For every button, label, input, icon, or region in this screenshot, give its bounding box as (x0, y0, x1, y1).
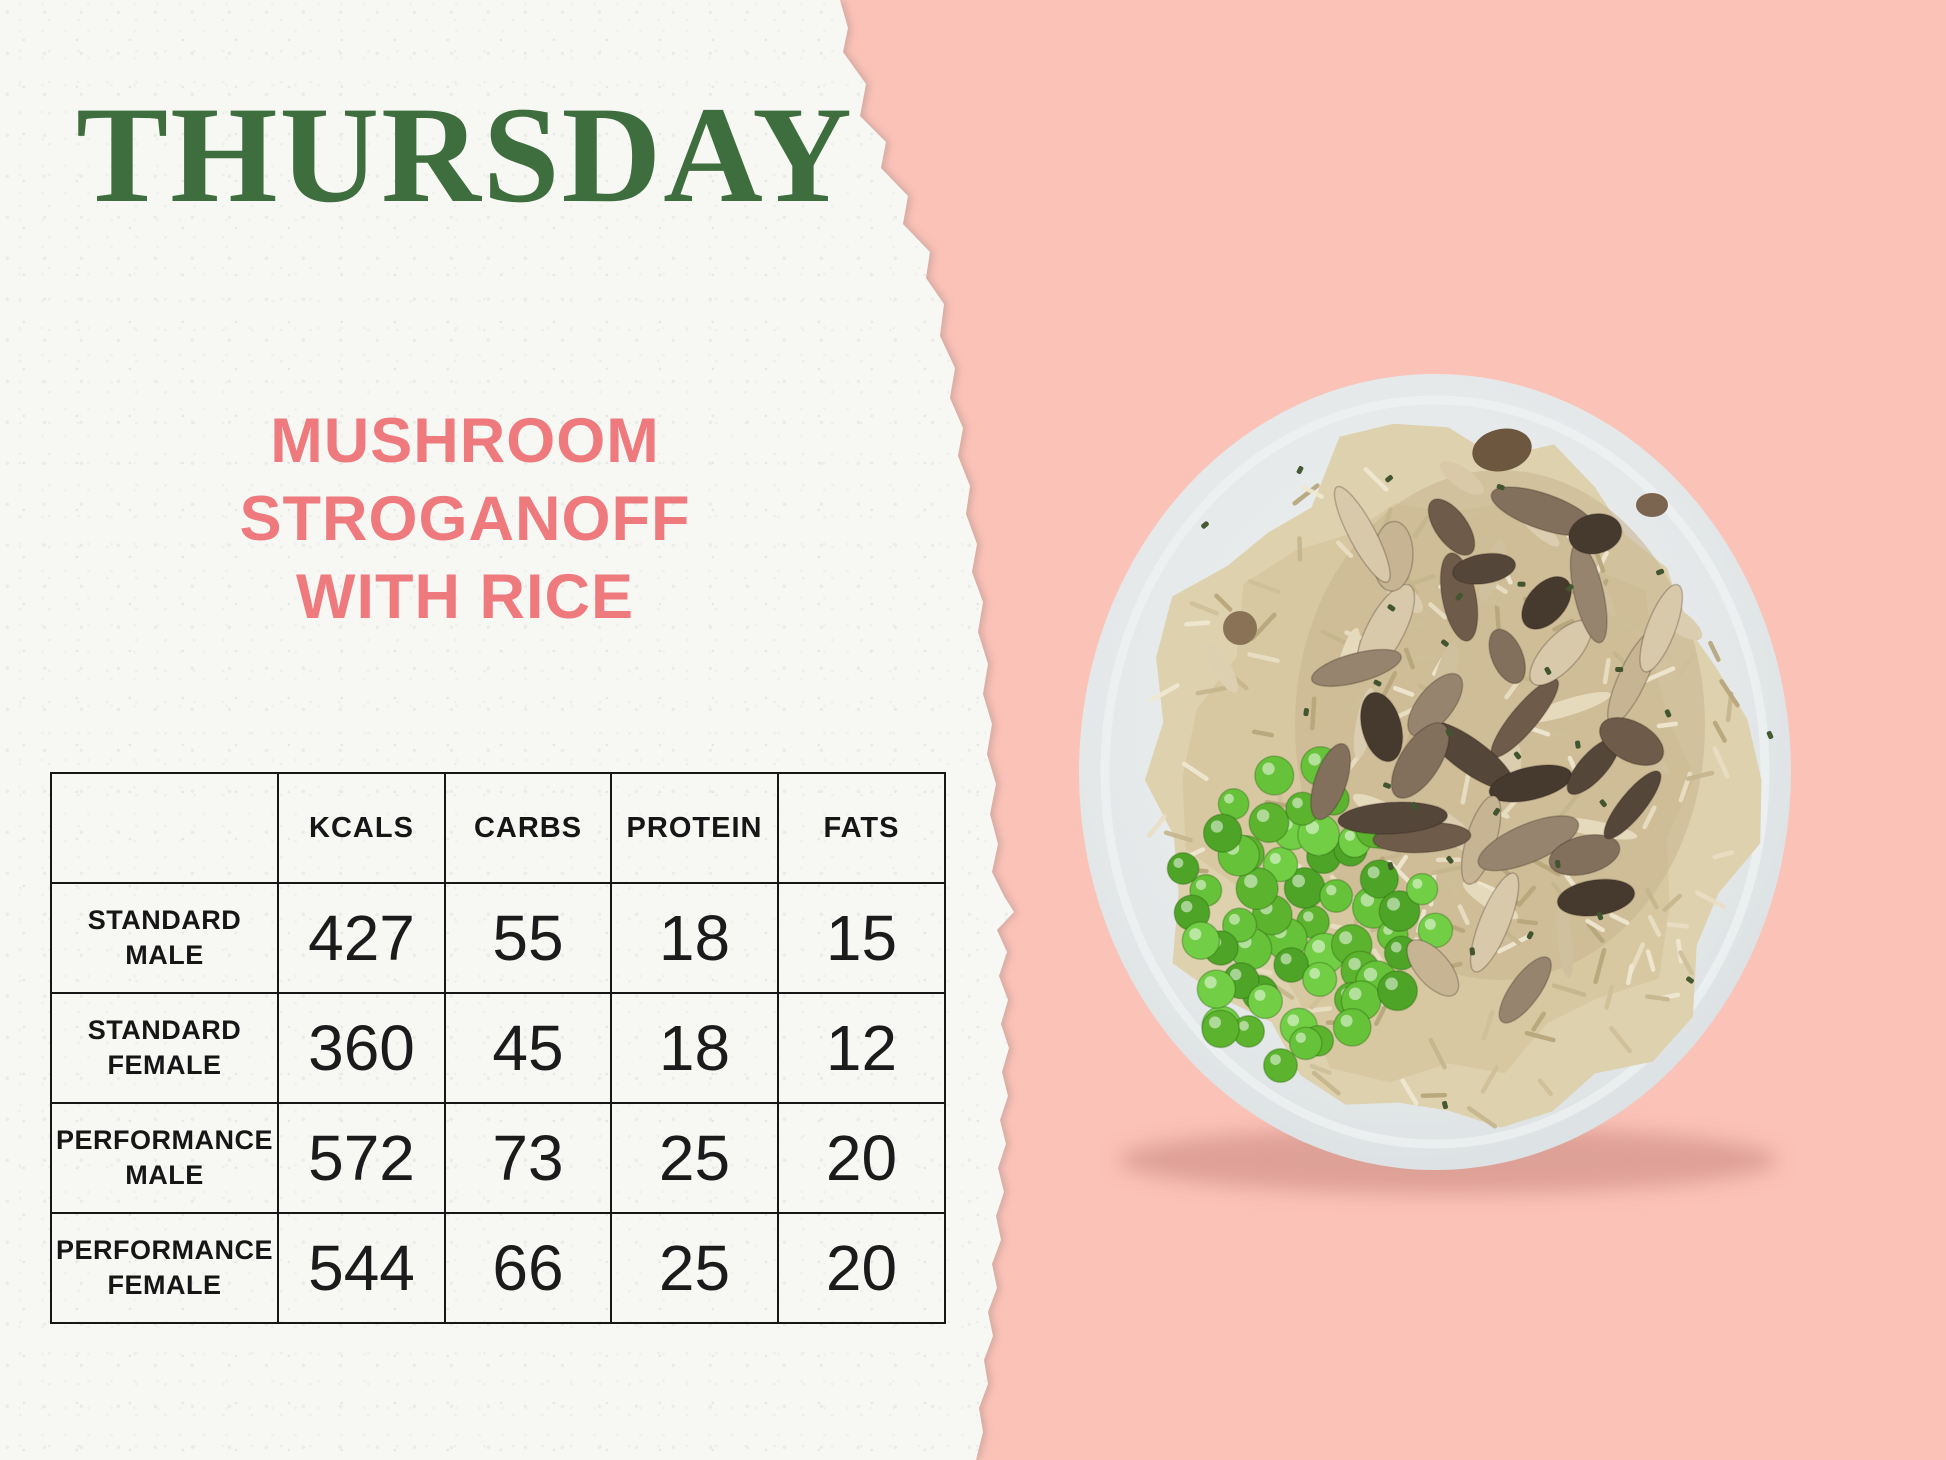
table-header-kcals: KCALS (277, 774, 444, 882)
table-cell: 360 (277, 992, 444, 1102)
nutrition-table: KCALS CARBS PROTEIN FATS STANDARD MALE 4… (50, 772, 946, 1324)
table-cell: 572 (277, 1102, 444, 1212)
table-cell: 18 (610, 992, 777, 1102)
table-cell: 427 (277, 882, 444, 992)
table-corner-cell (52, 774, 277, 882)
table-row-label: STANDARD MALE (52, 882, 277, 992)
table-cell: 25 (610, 1102, 777, 1212)
peas (1166, 746, 1454, 1084)
rice (1144, 423, 1762, 1129)
table-cell: 20 (777, 1102, 944, 1212)
table-cell: 15 (777, 882, 944, 992)
plate (1079, 374, 1791, 1170)
plate-rim-highlight (1100, 395, 1770, 1149)
table-cell: 25 (610, 1212, 777, 1322)
table-header-fats: FATS (777, 774, 944, 882)
table-row-label: PERFORMANCE MALE (52, 1102, 277, 1212)
meal-title: MUSHROOM STROGANOFF WITH RICE (0, 402, 930, 636)
table-cell: 20 (777, 1212, 944, 1322)
table-header-carbs: CARBS (444, 774, 610, 882)
table-cell: 45 (444, 992, 610, 1102)
table-row-label: PERFORMANCE FEMALE (52, 1212, 277, 1322)
table-cell: 73 (444, 1102, 610, 1212)
table-cell: 55 (444, 882, 610, 992)
table-cell: 66 (444, 1212, 610, 1322)
table-cell: 12 (777, 992, 944, 1102)
meal-title-line-1: MUSHROOM (270, 406, 660, 476)
mushroom-stroganoff (1201, 428, 1774, 1110)
table-cell: 18 (610, 882, 777, 992)
table-row-label: STANDARD FEMALE (52, 992, 277, 1102)
meal-title-line-2: STROGANOFF (239, 484, 691, 554)
page-title: THURSDAY (76, 78, 854, 231)
plate-shadow (1118, 1126, 1778, 1194)
meal-title-line-3: WITH RICE (296, 562, 634, 632)
table-cell: 544 (277, 1212, 444, 1322)
table-header-protein: PROTEIN (610, 774, 777, 882)
